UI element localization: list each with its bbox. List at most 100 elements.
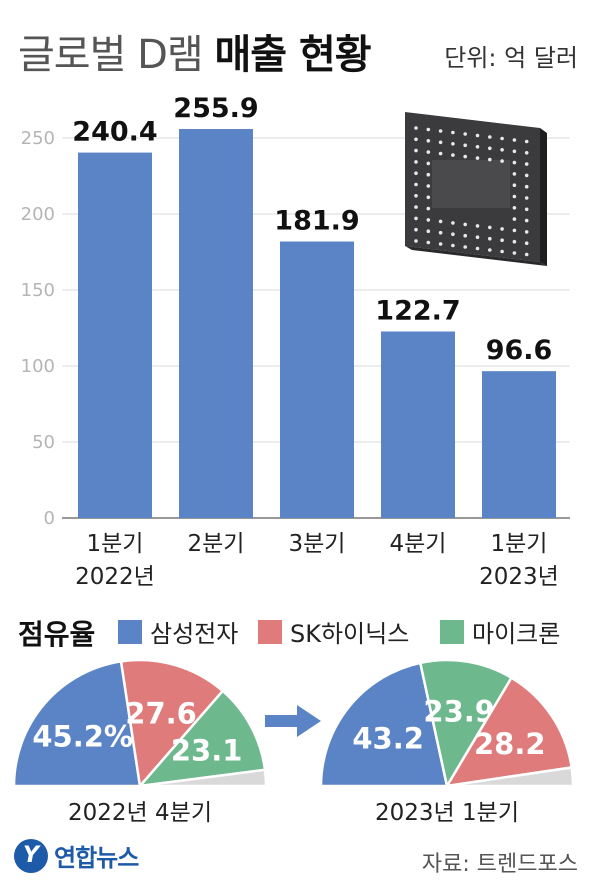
bar-value-label-0: 240.4 (72, 117, 157, 148)
x-tick-label-0: 1분기 (87, 531, 144, 557)
chip-pin (500, 159, 504, 163)
chip-pin (512, 138, 517, 142)
pie1-remainder (446, 766, 575, 788)
chip-pin (463, 245, 468, 249)
legend-label-micron: 마이크론 (472, 620, 561, 648)
x-tick-year-4: 2023년 (479, 564, 559, 590)
chip-pin (463, 154, 468, 159)
chip-pin (426, 184, 431, 188)
chip-pin (451, 221, 455, 225)
y-tick-100: 100 (21, 356, 55, 377)
chip-pin (475, 246, 480, 251)
chip-pin (426, 229, 431, 233)
dram-chip-icon (405, 112, 547, 266)
title-light: 글로벌 D램 (18, 32, 204, 78)
chip-pin (524, 162, 529, 166)
chip-pin (475, 156, 480, 160)
chip-pin (414, 216, 418, 221)
chip-pin (414, 171, 418, 175)
chip-pin (463, 222, 468, 227)
x-tick-label-2: 3분기 (289, 531, 346, 557)
bar-value-label-2: 181.9 (274, 206, 359, 237)
chip-pin (463, 132, 468, 136)
bar-1 (179, 129, 253, 519)
chip-pin (426, 150, 431, 154)
chip-pin (426, 195, 431, 200)
chip-pin (451, 130, 455, 135)
chip-pin (512, 149, 517, 154)
chip-die (432, 160, 510, 208)
chip-pin (500, 227, 504, 231)
y-tick-0: 0 (44, 508, 55, 529)
chip-pin (524, 230, 529, 234)
chip-pin (426, 240, 431, 245)
x-tick-label-1: 2분기 (188, 531, 245, 557)
chip-bottom (405, 246, 547, 266)
chip-pin (488, 146, 492, 151)
chip-pin (438, 140, 443, 145)
legend-skhynix: SK하이닉스 (258, 614, 409, 649)
chip-pin (524, 151, 529, 155)
chip-pin (524, 184, 529, 189)
pie0-slice-1 (119, 658, 225, 789)
chip-pin (438, 242, 443, 246)
pie0-slice-2 (136, 689, 267, 788)
chip-pin (438, 129, 443, 133)
chip-pin (524, 218, 529, 223)
y-tick-250: 250 (21, 128, 55, 149)
yonhap-logo-text: 연합뉴스 (54, 844, 139, 872)
chip-pin (451, 142, 455, 146)
chip-pin (512, 160, 517, 165)
chip-pin (475, 235, 480, 239)
pie1-slice-1 (444, 676, 574, 788)
chip-pin (512, 228, 517, 233)
chip-pin (463, 143, 468, 148)
chip-pin (512, 194, 517, 199)
chip-pin (524, 252, 529, 257)
share-title: 점유율 (18, 618, 96, 651)
chip-pin (524, 207, 529, 212)
chip-pin (414, 182, 418, 187)
y-tick-150: 150 (21, 280, 55, 301)
legend-label-skhynix: SK하이닉스 (290, 620, 410, 648)
legend-swatch-samsung (118, 619, 142, 644)
pie0-remainder (139, 768, 268, 788)
bar-chart: 0 50 100 150 200 250 240.4 1분기 2022년 255.9 2분기 181… (21, 93, 570, 590)
legend-swatch-micron (440, 619, 464, 644)
source-note: 자료: 트렌드포스 (421, 852, 578, 877)
chip-pin (414, 227, 418, 232)
chip-pin (475, 133, 480, 138)
y-tick-50: 50 (32, 432, 55, 453)
legend-samsung: 삼성전자 (118, 614, 238, 649)
chip-pin (414, 126, 418, 130)
arrow-icon (297, 705, 321, 737)
chip-pin (512, 206, 517, 210)
chip-pin (488, 236, 492, 241)
chip-pin (475, 224, 480, 228)
legend-micron: 마이크론 (440, 614, 560, 649)
title-bold: 매출 현황 (214, 32, 371, 78)
pie0-value-0: 45.2% (32, 720, 133, 754)
chip-pin (500, 136, 504, 141)
chip-pin (414, 239, 418, 243)
bar-2 (280, 241, 354, 518)
chip-pin (451, 243, 455, 248)
pie0-value-2: 23.1 (171, 733, 243, 767)
bar-3 (381, 331, 455, 518)
pie1-label: 2023년 1분기 (375, 800, 519, 826)
pie0-slice-0 (12, 660, 142, 788)
chip-pin (512, 172, 517, 176)
bar-value-label-4: 96.6 (486, 335, 553, 366)
pie1-baseline (317, 785, 577, 791)
chip-pin (500, 238, 504, 242)
chip-pin (426, 218, 431, 222)
chip-pin (512, 183, 517, 187)
page-title: 글로벌 D램 매출 현황 (18, 22, 372, 80)
chip-pin (500, 249, 504, 254)
bar-4 (482, 371, 556, 518)
yonhap-logo: Y 연합뉴스 (14, 838, 139, 873)
chip-pin (414, 160, 418, 164)
y-tick-200: 200 (21, 204, 55, 225)
chip-pin (500, 148, 504, 152)
pie0-baseline (10, 785, 270, 791)
